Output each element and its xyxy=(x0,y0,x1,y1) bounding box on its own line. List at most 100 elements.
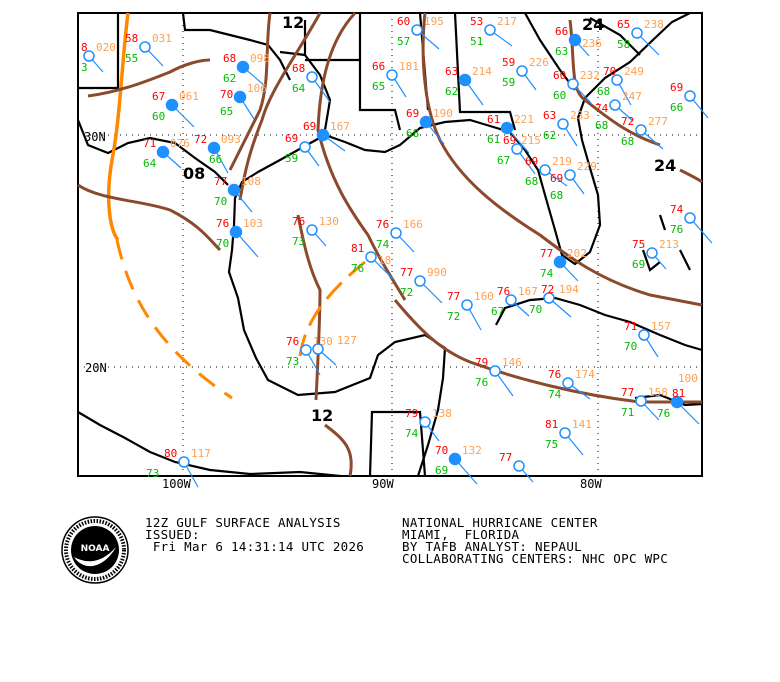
pressure: 103 xyxy=(243,217,263,230)
temperature: 60 xyxy=(553,69,566,82)
svg-text:NOAA: NOAA xyxy=(81,544,110,554)
isobar xyxy=(87,58,211,98)
isobar xyxy=(421,12,703,307)
pressure: 100 xyxy=(678,372,698,385)
station-plot: 70 132 69 xyxy=(435,444,482,485)
isobar xyxy=(316,11,407,301)
temperature: 76 xyxy=(286,335,299,348)
pressure: 238 xyxy=(644,18,664,31)
pressure: 146 xyxy=(502,356,522,369)
dewpoint: 74 xyxy=(548,388,562,401)
dewpoint: 73 xyxy=(292,235,305,248)
station-plot: 76 103 70 xyxy=(216,217,263,258)
temperature: 69 xyxy=(285,132,298,145)
grid-labels: 30N 20N 100W 90W 80W xyxy=(84,130,602,491)
temperature: 77 xyxy=(400,266,413,279)
pressure: 167 xyxy=(330,120,350,133)
mexico-pacific-coast xyxy=(77,411,341,478)
pressure: 194 xyxy=(559,283,579,296)
station-circle-icon xyxy=(631,27,643,39)
temperature: 68 xyxy=(292,62,305,75)
station-plot: 60 232 60 xyxy=(553,69,600,104)
temperature: 63 xyxy=(543,109,556,122)
dewpoint: 60 xyxy=(553,89,566,102)
temperature: 66 xyxy=(555,25,568,38)
center-name: NATIONAL HURRICANE CENTER xyxy=(402,515,598,530)
pressure: 020 xyxy=(96,41,116,54)
station-circle-icon xyxy=(638,329,650,341)
dewpoint: 70 xyxy=(216,237,229,250)
temperature: 60 xyxy=(397,15,410,28)
station-plot: 77 158 71 xyxy=(621,386,668,421)
dewpoint: 74 xyxy=(376,238,390,251)
station-circle-icon xyxy=(513,460,525,472)
station-circle-icon xyxy=(609,99,621,111)
station-circle-icon xyxy=(300,344,312,356)
station-circle-icon xyxy=(419,416,431,428)
isobar xyxy=(296,214,322,401)
gulf-coast-us xyxy=(324,12,691,266)
dewpoint: 65 xyxy=(372,80,385,93)
station-circle-icon xyxy=(562,377,574,389)
isobar-label: 24 xyxy=(654,156,676,175)
station-plot: 58 031 55 xyxy=(125,32,172,67)
station-plot: 72 093 66 xyxy=(194,133,241,174)
dewpoint: 69 xyxy=(632,258,645,271)
station-plot: 66 236 63 xyxy=(555,25,602,58)
station-circle-icon xyxy=(635,124,647,136)
dewpoint: 76 xyxy=(351,262,364,275)
station-plot: 76 130 73 xyxy=(292,215,339,248)
dewpoint: 68 xyxy=(597,85,610,98)
dewpoint: 57 xyxy=(397,35,410,48)
temperature: 77 xyxy=(621,386,634,399)
station-plot: 63 214 62 xyxy=(445,65,492,106)
temperature: 63 xyxy=(445,65,458,78)
station-plot: 71 076 64 xyxy=(143,137,190,170)
temperature: 74 xyxy=(670,203,684,216)
station-circle-icon xyxy=(316,128,330,142)
station-circle-icon xyxy=(448,452,462,466)
dewpoint: 68 xyxy=(595,119,608,132)
station-plot: 76 174 74 xyxy=(548,368,595,401)
station-circle-icon xyxy=(299,141,311,153)
station-plot: 76 167 67 xyxy=(491,285,538,318)
pressure: 217 xyxy=(497,15,517,28)
collaborating-centers: COLLABORATING CENTERS: NHC OPC WPC xyxy=(402,551,669,566)
station-plot: 60 195 57 xyxy=(397,15,444,50)
pressure: 160 xyxy=(474,290,494,303)
station-plot: 81 100 76 xyxy=(657,372,700,425)
map-frame xyxy=(77,12,703,477)
pressure: 108 xyxy=(241,175,261,188)
station-circle-icon xyxy=(511,143,523,155)
temperature: 68 xyxy=(223,52,236,65)
dewpoint: 74 xyxy=(540,267,554,280)
station-plot: 77 xyxy=(499,451,534,483)
pressure: 213 xyxy=(659,238,679,251)
us-mexico-border xyxy=(76,119,229,186)
station-plot: 61 221 61 xyxy=(487,113,534,154)
dewpoint: 72 xyxy=(447,310,460,323)
station-circle-icon xyxy=(559,427,571,439)
station-circle-icon xyxy=(83,50,95,62)
temperature: 81 xyxy=(351,242,364,255)
temperature: 8 xyxy=(81,41,88,54)
dewpoint: 72 xyxy=(400,286,413,299)
pressure: 233 xyxy=(570,109,590,122)
station-plot: 77 990 72 xyxy=(400,266,447,304)
dewpoint: 75 xyxy=(545,438,558,451)
dewpoint: 70 xyxy=(214,195,227,208)
station-plot: 65 238 58 xyxy=(617,18,664,56)
pressure: 214 xyxy=(472,65,492,78)
dewpoint: 70 xyxy=(624,340,637,353)
station-plot: 75 213 69 xyxy=(632,238,679,271)
dewpoint: 71 xyxy=(621,406,634,419)
isobar-labels: 12 24 24 08 12 xyxy=(183,13,676,425)
pressure: 130 xyxy=(319,215,339,228)
temperature: 69 xyxy=(670,81,683,94)
station-circle-icon xyxy=(156,145,170,159)
temperature: 59 xyxy=(502,56,515,69)
dewpoint: 73 xyxy=(286,355,299,368)
station-plot: 69 59 xyxy=(285,132,320,167)
center-location: MIAMI, FLORIDA xyxy=(402,527,520,542)
station-circle-icon xyxy=(635,395,647,407)
